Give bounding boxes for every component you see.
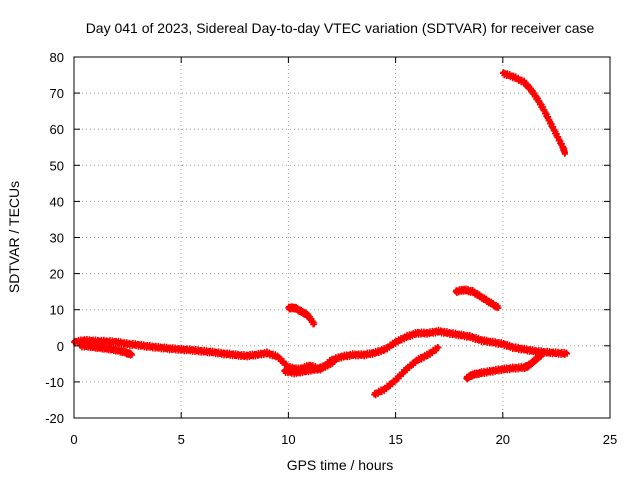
data-point [435,344,442,351]
series-track-4 [285,303,318,328]
data-point [311,321,318,328]
x-tick-label: 20 [496,432,510,447]
y-tick-label: -20 [45,411,64,426]
x-tick-label: 5 [178,432,185,447]
x-axis-label: GPS time / hours [287,457,394,473]
y-tick-label: 30 [50,231,64,246]
y-tick-label: 50 [50,158,64,173]
x-tick-label: 0 [70,432,77,447]
data-point [561,149,568,156]
y-tick-label: 0 [57,339,64,354]
y-tick-label: 40 [50,194,64,209]
y-tick-label: 80 [50,50,64,65]
y-axis: -20 -10 0 10 20 30 40 50 60 70 80 [45,50,610,426]
y-tick-label: 60 [50,122,64,137]
series-track-6 [452,285,502,312]
x-tick-label: 10 [281,432,295,447]
x-tick-label: 25 [603,432,617,447]
series-track-7 [463,351,545,383]
data-points [71,69,571,399]
series-track-2 [77,341,135,359]
y-tick-label: 10 [50,303,64,318]
y-axis-label: SDTVAR / TECUs [6,181,22,293]
data-point [128,351,135,358]
series-track-8 [499,69,568,157]
data-point [332,357,339,364]
x-axis: 0 5 10 15 20 25 [70,57,617,447]
data-point [564,350,571,357]
y-tick-label: 20 [50,267,64,282]
series-track-5 [371,344,442,399]
grid-lines [74,57,610,418]
chart-title: Day 041 of 2023, Sidereal Day-to-day VTE… [86,20,595,36]
y-tick-label: -10 [45,375,64,390]
y-tick-label: 70 [50,86,64,101]
series-track-3 [281,356,339,378]
data-point [495,304,502,311]
series-track-1 [71,326,571,374]
data-point [538,351,545,358]
x-tick-label: 15 [388,432,402,447]
